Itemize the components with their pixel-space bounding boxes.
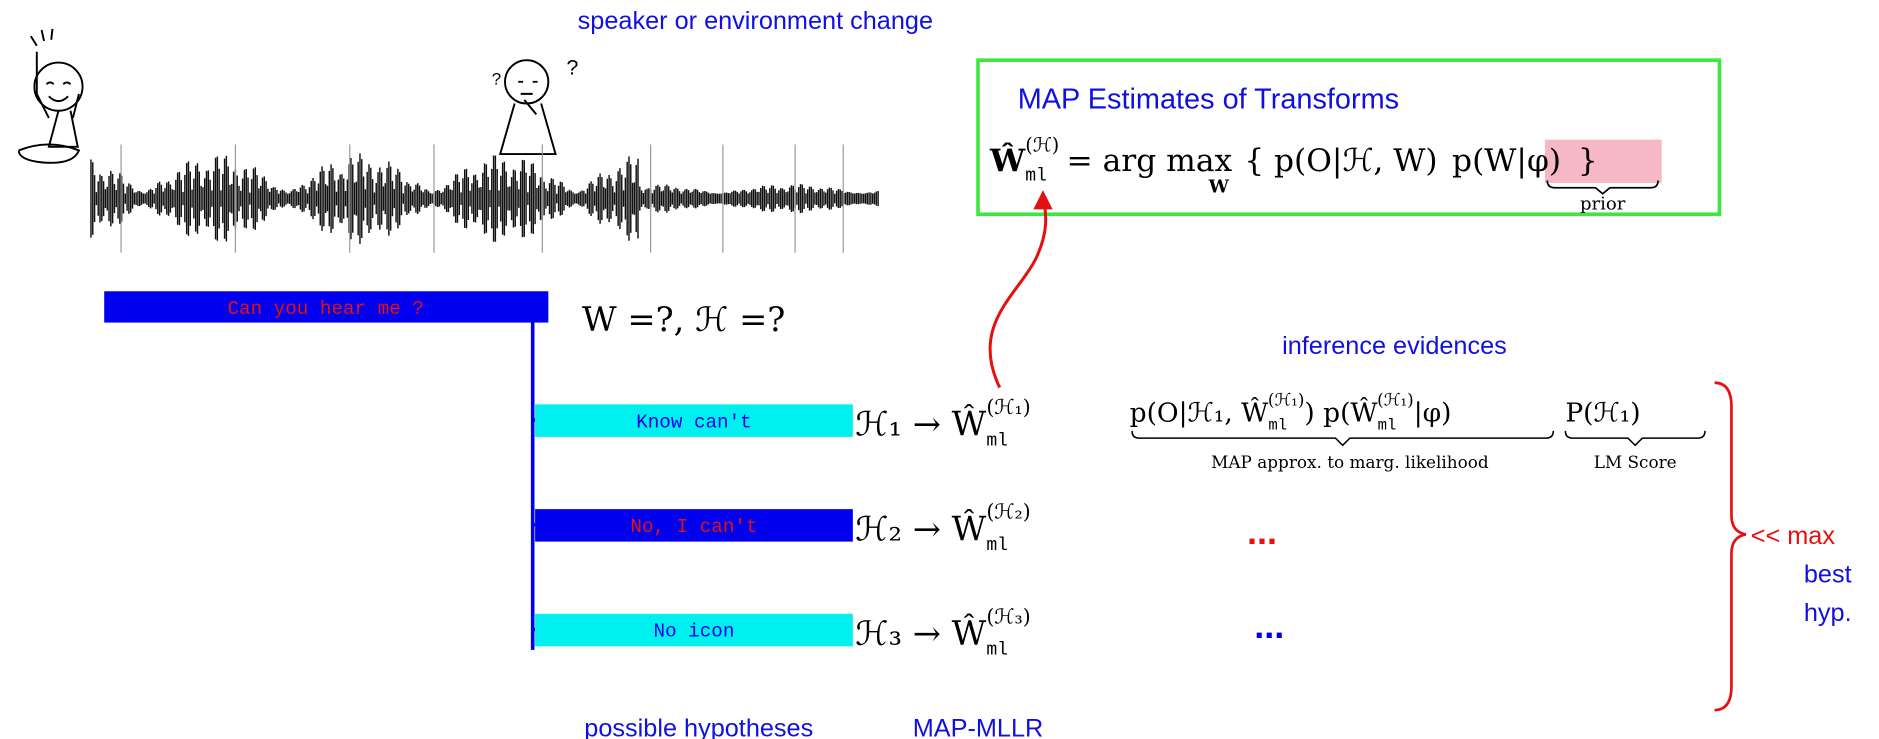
formula-part: ℋ₁ → Ŵ: [855, 404, 986, 444]
hypothesis-bar: [535, 509, 853, 542]
hypothesis-bar: [535, 613, 853, 647]
hypothesis-text: No icon: [654, 621, 735, 643]
prior-label: prior: [1580, 193, 1626, 214]
lm-label: LM Score: [1594, 452, 1677, 472]
formula-part: (ℋ₁): [986, 395, 1030, 419]
formula-part: ml: [986, 431, 1008, 451]
hypothesis-mapping: ℋ₃ → Ŵml (ℋ₃): [855, 604, 1030, 660]
formula-part: { p(O|ℋ, W): [1244, 143, 1437, 179]
waveform: [90, 144, 879, 253]
hypothesis-mapping: ℋ₁ → Ŵml (ℋ₁): [855, 395, 1030, 451]
formula-part: ml: [986, 641, 1008, 661]
argmax-under: W: [1208, 177, 1230, 198]
prior-highlight: [1544, 139, 1662, 183]
brace: [1714, 381, 1747, 712]
formula-part: }: [1578, 143, 1598, 179]
formula-part: ml: [1025, 167, 1047, 187]
underbrace: [1564, 430, 1706, 447]
footer-label: MAP-MLLR: [913, 715, 1044, 739]
formula-part: Ŵ: [989, 141, 1026, 179]
formula-part: ) p(Ŵ: [1304, 396, 1378, 428]
likelihood-label: MAP approx. to marg. likelihood: [1211, 452, 1489, 472]
unknowns: W =?, ℋ =?: [582, 300, 785, 339]
underbrace: [1131, 430, 1555, 447]
formula-part: (ℋ₂): [986, 500, 1030, 524]
formula-part: (ℋ₁): [1268, 390, 1305, 410]
formula-part: |φ): [1414, 397, 1452, 428]
formula-part: ml: [986, 536, 1008, 556]
formula-part: ml: [1268, 417, 1287, 435]
formula-part: = arg max: [1066, 143, 1232, 179]
formula-part: (ℋ): [1025, 134, 1059, 157]
top-label: speaker or environment change: [578, 7, 933, 35]
footer-label: possible hypotheses: [584, 715, 813, 739]
transcript-bar: [104, 291, 549, 323]
hypothesis-text: No, I can't: [630, 516, 757, 538]
formula-part: (ℋ₃): [986, 604, 1030, 628]
max-label: << max: [1751, 522, 1836, 550]
ellipsis: ...: [1247, 511, 1277, 552]
evidence-formula: p(O|ℋ₁, Ŵml(ℋ₁)) p(Ŵml(ℋ₁)|φ): [1130, 390, 1452, 435]
hypotheses: Know can't ℋ₁ → Ŵml(ℋ₁)No, I can't ℋ₂ → Ŵm…: [532, 395, 1031, 661]
arrow-head: [1033, 190, 1053, 210]
formula-part: p(O|ℋ₁, Ŵ: [1130, 396, 1269, 428]
ellipsis: ...: [1254, 605, 1284, 646]
map-formula: Ŵml (ℋ) = arg max { p(O|ℋ, W) p(W|φ)}: [989, 134, 1598, 187]
formula-part: ℋ₂ → Ŵ: [855, 508, 986, 548]
best-label: hyp.: [1804, 599, 1852, 627]
hypothesis-text: Know can't: [636, 411, 752, 433]
lm-term: P(ℋ₁): [1565, 397, 1640, 428]
hypothesis-mapping: ℋ₂ → Ŵml (ℋ₂): [855, 500, 1030, 556]
hypothesis-bar: [535, 404, 853, 437]
underbrace: [1546, 180, 1659, 195]
waveform-trace: [90, 153, 879, 244]
waving-kid: [17, 28, 84, 164]
svg-text:?: ?: [566, 55, 578, 80]
map-box: [976, 58, 1722, 217]
formula-part: (ℋ₁): [1377, 390, 1414, 410]
thinking-person: ? ?: [492, 55, 578, 156]
svg-text:?: ?: [492, 69, 501, 88]
transcript: Can you hear me ?: [227, 298, 423, 320]
evidence-label: inference evidences: [1282, 332, 1507, 360]
best-label: best: [1804, 561, 1852, 589]
arrow: [988, 194, 1048, 389]
formula-part: p(W|φ): [1452, 143, 1561, 179]
map-title: MAP Estimates of Transforms: [1018, 83, 1399, 115]
formula-part: ml: [1378, 417, 1397, 435]
formula-part: ℋ₃ → Ŵ: [855, 613, 986, 653]
